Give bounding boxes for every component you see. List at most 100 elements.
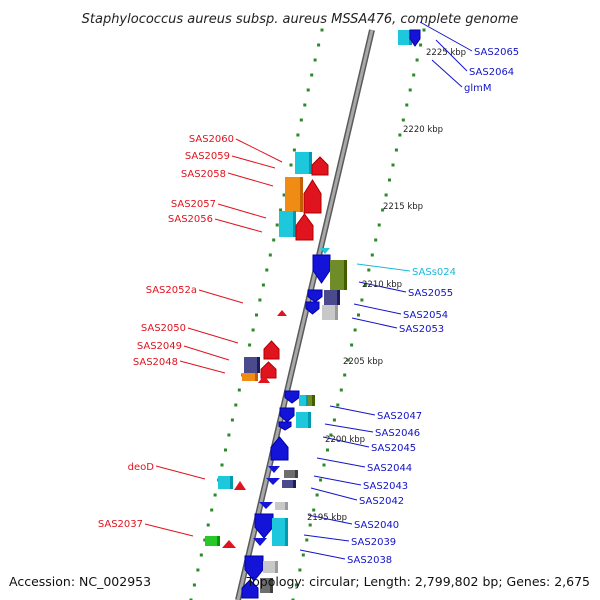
tick-mark (422, 28, 426, 32)
gene-arrow-sas2047[interactable] (284, 390, 300, 404)
tick-mark (210, 508, 214, 512)
gene-arrow-sas2057[interactable] (303, 179, 322, 214)
left-gene-labels: SAS2060 SAS2059 SAS2058 SAS2057 SAS2056 … (98, 134, 234, 530)
gene-label-sas2055[interactable]: SAS2055 (408, 288, 453, 299)
gene-marker-sass024[interactable] (320, 248, 330, 254)
tick-mark (388, 178, 391, 182)
gene-label-sas2050[interactable]: SAS2050 (141, 323, 186, 334)
gene-label-sas2052a[interactable]: SAS2052a (146, 285, 197, 296)
gene-box-sas2056[interactable] (279, 211, 296, 237)
gene-box-sas2037[interactable] (205, 536, 220, 546)
gene-box-bottom[interactable] (260, 578, 273, 593)
tick-mark (346, 358, 350, 362)
gene-arrow-sas2044[interactable] (270, 436, 289, 461)
genome-backbone (235, 29, 375, 600)
tick-mark (227, 433, 231, 437)
gene-box-sas2060[interactable] (295, 152, 312, 174)
gene-label-sass024[interactable]: SASs024 (412, 267, 456, 278)
tick-mark (312, 508, 316, 512)
gene-arrow-sas2059[interactable] (311, 156, 329, 176)
map-title: Staphylococcus aureus subsp. aureus MSSA… (82, 12, 519, 27)
gene-label-sas2060[interactable]: SAS2060 (189, 134, 234, 145)
label-connector-line (217, 203, 267, 219)
gene-arrow-bottom[interactable] (241, 579, 259, 599)
gene-arrow-sas2046[interactable] (279, 407, 295, 423)
label-connector-line (231, 155, 276, 169)
gene-label-sas2046[interactable]: SAS2046 (375, 428, 420, 439)
tick-mark (237, 388, 241, 392)
gene-label-sas2048[interactable]: SAS2048 (133, 357, 178, 368)
gene-box-sas2047[interactable] (299, 395, 309, 406)
gene-box-sas2058[interactable] (285, 177, 303, 212)
tick-mark (255, 313, 258, 317)
gene-marker-sas2041[interactable] (259, 502, 273, 509)
tick-mark (206, 523, 210, 527)
gene-arrow-small2[interactable] (305, 301, 320, 315)
tick-mark (289, 163, 293, 167)
gene-label-sas2049[interactable]: SAS2049 (137, 341, 182, 352)
gene-arrow-sas2055[interactable] (312, 254, 331, 284)
gene-box-sas2053[interactable] (322, 305, 338, 320)
tick-mark (192, 583, 196, 587)
gene-box-sas2041[interactable] (275, 502, 288, 510)
gene-label-sas2047[interactable]: SAS2047 (377, 411, 422, 422)
gene-box-sas2042[interactable] (282, 480, 296, 488)
gene-marker-sas2043[interactable] (268, 466, 280, 473)
gene-label-sas2059[interactable]: SAS2059 (185, 151, 230, 162)
gene-label-sas2044[interactable]: SAS2044 (367, 463, 412, 474)
gene-marker-red3[interactable] (258, 375, 270, 383)
gene-label-sas2038[interactable]: SAS2038 (347, 555, 392, 566)
gene-label-sas2042[interactable]: SAS2042 (359, 496, 404, 507)
gene-arrow-sas2040[interactable] (254, 513, 274, 539)
gene-marker-sas2052a[interactable] (277, 310, 287, 316)
tick-mark (317, 43, 321, 47)
tick-mark (296, 133, 300, 137)
gene-box-sas2054[interactable] (324, 290, 340, 305)
gene-label-glmm[interactable]: glmM (464, 83, 492, 94)
gene-arrow-red[interactable] (295, 213, 314, 241)
gene-arrow-small[interactable] (307, 289, 323, 303)
label-connector-line (299, 549, 346, 560)
gene-label-deod[interactable]: deoD (128, 462, 155, 473)
gene-label-sas2058[interactable]: SAS2058 (181, 169, 226, 180)
gene-marker-sas2039[interactable] (253, 538, 267, 546)
tick-mark (353, 328, 357, 332)
gene-label-sas2053[interactable]: SAS2053 (399, 324, 444, 335)
gene-label-sas2065[interactable]: SAS2065 (474, 47, 519, 58)
tick-mark (294, 583, 298, 587)
gene-label-sas2039[interactable]: SAS2039 (351, 537, 396, 548)
gene-box-sas2038[interactable] (263, 561, 278, 573)
gene-label-sas2037[interactable]: SAS2037 (98, 519, 143, 530)
gene-arrow-sas2050[interactable] (263, 340, 280, 360)
gene-box-sas2043[interactable] (284, 470, 298, 478)
gene-box-sas2039[interactable] (272, 518, 288, 546)
gene-label-sas2040[interactable]: SAS2040 (354, 520, 399, 531)
gene-box-olive2[interactable] (308, 395, 315, 406)
tick-mark (326, 448, 329, 452)
gene-box-sas2048[interactable] (242, 373, 258, 381)
gene-label-sas2045[interactable]: SAS2045 (371, 443, 416, 454)
gene-box-sas2049[interactable] (244, 357, 260, 373)
gene-arrow-sas2045[interactable] (278, 421, 292, 431)
gene-marker-sas2043b[interactable] (266, 478, 280, 485)
tick-mark (199, 553, 203, 557)
label-connector-line (303, 534, 350, 542)
gene-label-sas2064[interactable]: SAS2064 (469, 67, 514, 78)
gene-arrow-red2[interactable] (260, 361, 277, 379)
gene-label-sas2056[interactable]: SAS2056 (168, 214, 213, 225)
gene-box-olive[interactable] (330, 260, 347, 290)
label-connector-line (431, 59, 463, 88)
scale-label-2200: 2200 kbp (325, 435, 365, 445)
gene-box-sas2045[interactable] (296, 412, 311, 428)
gene-arrow-sas2038[interactable] (244, 555, 264, 582)
gene-label-sas2057[interactable]: SAS2057 (171, 199, 216, 210)
gene-label-sas2043[interactable]: SAS2043 (363, 481, 408, 492)
tick-mark (320, 28, 324, 32)
label-connector-line (155, 465, 206, 480)
gene-box-deod[interactable] (218, 476, 233, 489)
gene-marker-deod[interactable] (234, 481, 246, 490)
gene-arrow-top[interactable] (409, 29, 421, 47)
tick-mark (329, 433, 333, 437)
gene-label-sas2054[interactable]: SAS2054 (403, 310, 448, 321)
gene-marker-sas2037[interactable] (222, 540, 236, 548)
